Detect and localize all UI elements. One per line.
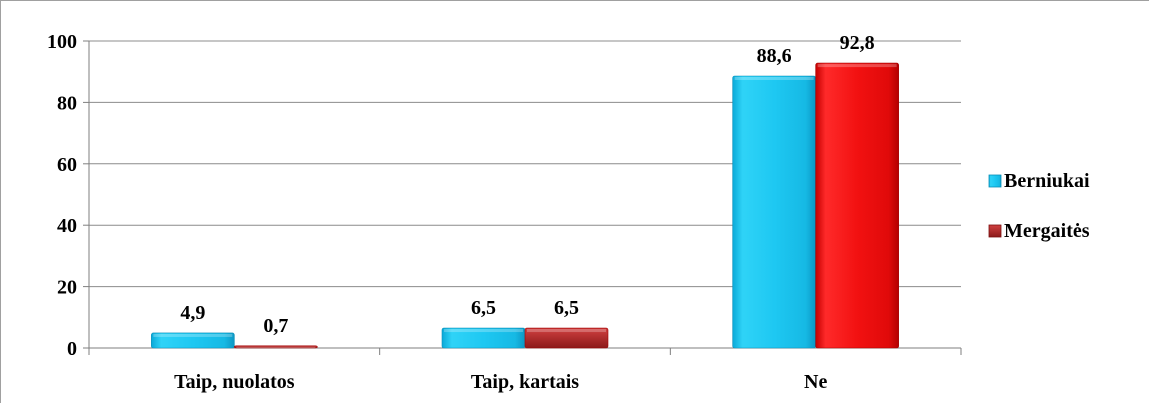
bar-highlight-1-0 bbox=[236, 346, 316, 348]
bar-highlight-1-2 bbox=[817, 64, 897, 68]
bar-mergait-s-2 bbox=[815, 62, 899, 349]
axes: 0 20 40 60 80 100 Taip, nuolatos Taip, kartais N… bbox=[47, 31, 962, 393]
x-category-label-1: Taip, kartais bbox=[471, 371, 579, 393]
legend-swatch-0 bbox=[988, 174, 1002, 188]
data-label-1-0: 0,7 bbox=[263, 315, 288, 337]
legend-swatch-1 bbox=[988, 224, 1002, 238]
data-label-1-2: 92,8 bbox=[840, 32, 875, 54]
bar-highlight-0-1 bbox=[444, 329, 523, 333]
bars bbox=[151, 62, 899, 349]
y-tick-label-20: 20 bbox=[57, 277, 77, 299]
data-label-0-1: 6,5 bbox=[471, 297, 496, 319]
legend: Berniukai Mergaitės bbox=[988, 170, 1090, 242]
data-label-1-1: 6,5 bbox=[554, 297, 579, 319]
y-tick-label-60: 60 bbox=[57, 154, 77, 176]
data-labels: 4,9 0,7 6,5 6,5 88,6 92,8 bbox=[180, 32, 874, 337]
bar-highlight-1-1 bbox=[527, 329, 606, 333]
y-tick-label-100: 100 bbox=[47, 31, 77, 53]
data-label-0-2: 88,6 bbox=[757, 45, 792, 67]
legend-label-0: Berniukai bbox=[1004, 170, 1090, 192]
bar-highlight-0-0 bbox=[153, 333, 233, 337]
y-tick-label-80: 80 bbox=[57, 92, 77, 114]
legend-label-1: Mergaitės bbox=[1004, 220, 1090, 242]
y-tick-label-40: 40 bbox=[57, 215, 77, 237]
data-label-0-0: 4,9 bbox=[180, 302, 205, 324]
x-category-label-2: Ne bbox=[804, 371, 827, 393]
bar-mergait-s-1 bbox=[524, 327, 609, 349]
bar-berniukai-0 bbox=[151, 332, 235, 349]
x-category-label-0: Taip, nuolatos bbox=[174, 371, 295, 393]
y-tick-label-0: 0 bbox=[67, 338, 77, 360]
bar-mergait-s-0 bbox=[234, 345, 318, 349]
bar-highlight-0-2 bbox=[734, 76, 814, 80]
bar-berniukai-2 bbox=[732, 75, 816, 349]
